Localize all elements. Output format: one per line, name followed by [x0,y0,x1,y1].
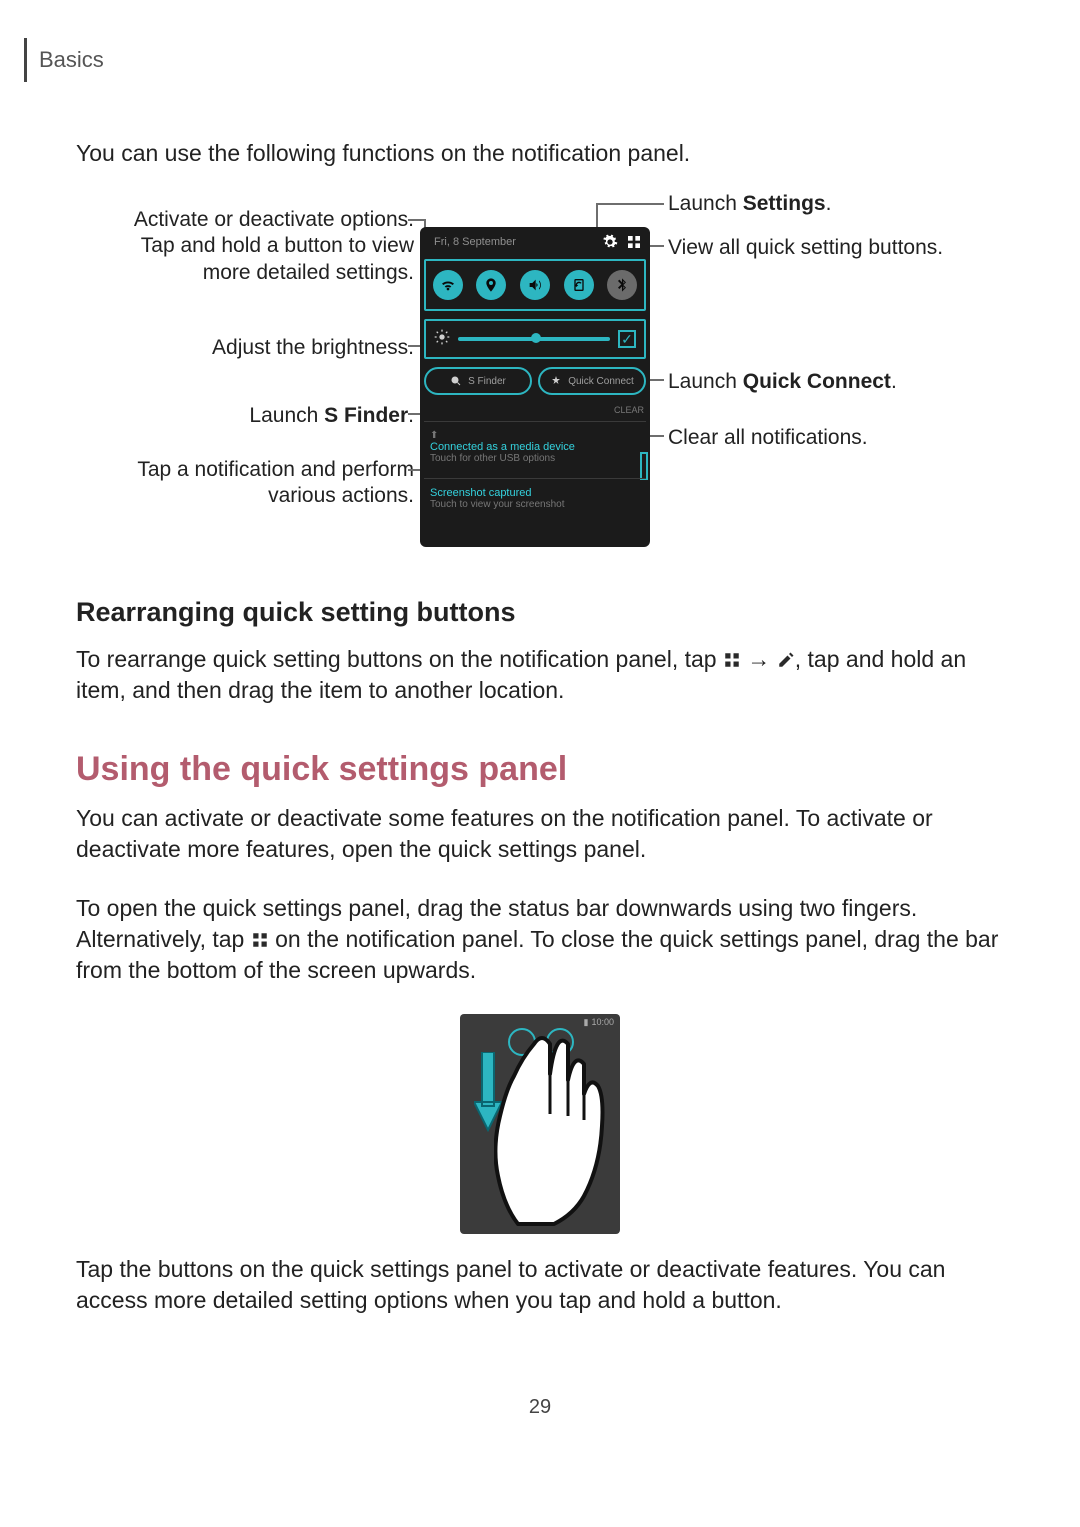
arrow: → [747,646,770,672]
brightness-thumb[interactable] [531,333,541,343]
brightness-track[interactable] [458,337,610,341]
callout-line: View all quick setting buttons. [668,236,943,259]
callout-text: . [408,404,414,427]
callout-quick-settings: Activate or deactivate options. Tap and … [134,207,414,286]
callout-view-all: View all quick setting buttons. [668,235,943,261]
page-number: 29 [76,1396,1004,1419]
callout-line: Tap and hold a button to view [141,234,414,257]
quick-connect-button[interactable]: Quick Connect [538,367,646,395]
callout-sfinder: Launch S Finder. [249,403,414,429]
notification-item[interactable]: ⬆ Connected as a media device Touch for … [424,421,646,472]
wifi-icon[interactable] [433,270,463,300]
callout-bold: Quick Connect [743,370,891,393]
notification-item[interactable]: Screenshot captured Touch to view your s… [424,478,646,518]
sound-icon[interactable] [520,270,550,300]
notif-sub: Touch to view your screenshot [430,499,565,510]
notif-title: Screenshot captured [430,487,640,499]
grid-icon [723,651,741,669]
notification-panel-diagram: Activate or deactivate options. Tap and … [76,197,1004,557]
brightness-slider[interactable] [424,319,646,359]
sfinder-button[interactable]: S Finder [424,367,532,395]
sfinder-label: S Finder [468,376,506,387]
notif-sub: Touch for other USB options [430,453,555,464]
callout-settings: Launch Settings. [668,191,831,217]
header-rule [24,38,27,82]
callout-line: Clear all notifications. [668,426,868,449]
callout-notification: Tap a notification and perform various a… [137,457,414,510]
callout-quick-connect: Launch Quick Connect. [668,369,897,395]
panel-date: Fri, 8 September [434,236,516,248]
gesture-phone: ▮ 10:00 [460,1014,620,1234]
callout-clear: Clear all notifications. [668,425,868,451]
gesture-status-bar: ▮ 10:00 [460,1014,620,1030]
using-p1: You can activate or deactivate some feat… [76,803,1004,865]
page-header: Basics [24,38,1004,82]
quick-connect-label: Quick Connect [568,376,634,387]
callout-line: Activate or deactivate options. [134,208,414,231]
rotation-icon[interactable] [564,270,594,300]
quick-settings-row [424,259,646,311]
pencil-icon [777,651,795,669]
callout-line: more detailed settings. [203,261,414,284]
gear-icon[interactable] [602,234,618,250]
callout-line: various actions. [268,484,414,507]
callout-text: . [891,370,897,393]
gesture-time: 10:00 [591,1017,614,1027]
grid-icon [251,931,269,949]
location-icon[interactable] [476,270,506,300]
notification-panel-mock: Fri, 8 September [420,227,650,547]
usb-icon: ⬆ [430,430,438,441]
finder-row: S Finder Quick Connect [424,367,646,395]
heading-rearranging: Rearranging quick setting buttons [76,597,1004,628]
notif-title: Connected as a media device [430,441,640,453]
heading-using: Using the quick settings panel [76,750,1004,789]
hand-icon [494,1034,620,1234]
battery-icon: ▮ [584,1017,589,1028]
auto-brightness-checkbox[interactable] [618,330,636,348]
bluetooth-icon[interactable] [607,270,637,300]
callout-bold: S Finder [324,404,408,427]
section-name: Basics [39,47,104,73]
leader-line [596,203,664,205]
brightness-icon [434,329,450,350]
callout-bold: Settings [743,192,826,215]
text: To rearrange quick setting buttons on th… [76,646,723,672]
callout-text: . [826,192,832,215]
callout-text: Launch [668,370,743,393]
using-p3: Tap the buttons on the quick settings pa… [76,1254,1004,1316]
grid-icon[interactable] [626,234,642,250]
panel-top-bar: Fri, 8 September [420,227,650,257]
callout-text: Launch [249,404,324,427]
using-p2: To open the quick settings panel, drag t… [76,893,1004,986]
rearrange-paragraph: To rearrange quick setting buttons on th… [76,644,1004,706]
callout-brightness: Adjust the brightness. [212,335,414,361]
callout-text: Launch [668,192,743,215]
intro-paragraph: You can use the following functions on t… [76,138,1004,169]
callout-line: Adjust the brightness. [212,336,414,359]
clear-button[interactable]: CLEAR [614,405,644,415]
callout-line: Tap a notification and perform [137,458,414,481]
gesture-figure: ▮ 10:00 [76,1014,1004,1234]
